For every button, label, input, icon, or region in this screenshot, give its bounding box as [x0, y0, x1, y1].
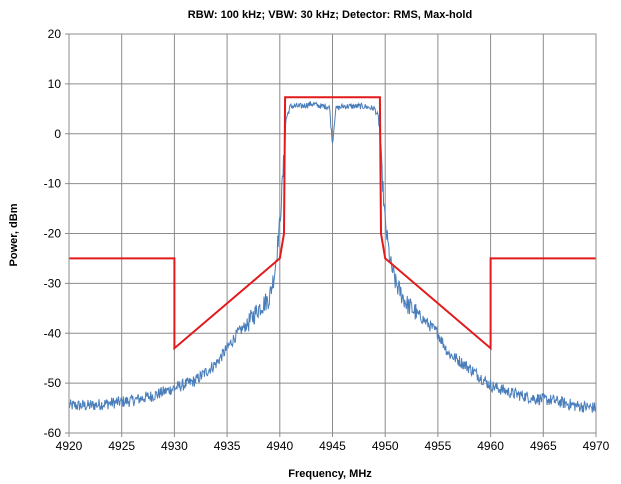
x-tick-labels: 4920 4925 4930 4935 4940 4945 4950 4955 4960 4965… [56, 439, 610, 453]
x-tick-label: 4925 [108, 439, 135, 453]
y-tick-label: -40 [44, 326, 62, 340]
chart-title: RBW: 100 kHz; VBW: 30 kHz; Detector: RMS… [188, 9, 472, 21]
y-tick-label: -50 [44, 376, 62, 390]
x-tick-label: 4970 [583, 439, 610, 453]
x-tick-label: 4940 [266, 439, 293, 453]
x-tick-label: 4920 [56, 439, 83, 453]
grid [65, 33, 597, 437]
x-tick-label: 4965 [530, 439, 557, 453]
spectrum-trace-line [68, 101, 597, 413]
series-layer [68, 96, 597, 413]
x-tick-label: 4945 [319, 439, 346, 453]
y-tick-label: -20 [44, 227, 62, 241]
x-tick-label: 4960 [477, 439, 504, 453]
plot-area [68, 33, 597, 434]
y-tick-label: 0 [54, 127, 61, 141]
y-tick-label: -30 [44, 276, 62, 290]
mask-limit-line [69, 96, 596, 351]
x-tick-label: 4935 [214, 439, 241, 453]
x-tick-label: 4930 [161, 439, 188, 453]
x-tick-label: 4955 [425, 439, 452, 453]
y-tick-label: -10 [44, 177, 62, 191]
x-axis-title: Frequency, MHz [288, 468, 372, 480]
y-tick-labels: -60 -50 -40 -30 -20 -10 0 10 20 [44, 27, 62, 440]
y-tick-label: -60 [44, 426, 62, 440]
y-tick-label: 20 [48, 27, 62, 41]
y-axis-title: Power, dBm [8, 203, 20, 266]
y-tick-label: 10 [48, 77, 62, 91]
x-tick-label: 4950 [372, 439, 399, 453]
